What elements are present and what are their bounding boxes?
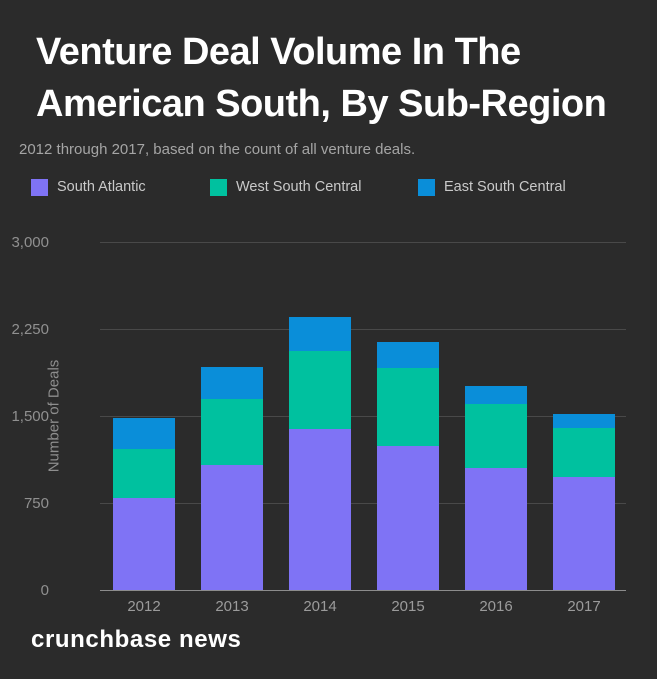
- crunchbase-news-logo: crunchbase news: [31, 626, 242, 653]
- x-tick-2013: 2013: [215, 598, 249, 615]
- bar-2015: [377, 341, 439, 590]
- chart-title-line-2: American South, By Sub-Region: [36, 83, 607, 125]
- bar-segment-2012-east-south-central[interactable]: [113, 418, 175, 450]
- legend-item-east-south-central: East South Central: [418, 177, 566, 197]
- legend-item-south-atlantic: South Atlantic: [31, 177, 146, 197]
- x-tick-2016: 2016: [479, 598, 513, 615]
- bar-2014: [289, 317, 351, 590]
- legend-swatch-icon: [418, 178, 435, 196]
- legend-item-west-south-central: West South Central: [210, 177, 361, 197]
- x-axis-line: [100, 590, 626, 591]
- y-tick-750: 750: [23, 495, 49, 512]
- legend-swatch-icon: [31, 178, 48, 196]
- chart-title: Venture Deal Volume In The American Sout…: [36, 26, 607, 130]
- bar-segment-2013-east-south-central[interactable]: [201, 366, 263, 400]
- gridline-3,000: [100, 242, 626, 243]
- bar-segment-2014-south-atlantic[interactable]: [289, 429, 351, 590]
- bar-segment-2017-east-south-central[interactable]: [553, 413, 615, 428]
- x-tick-2017: 2017: [567, 598, 601, 615]
- legend-label: West South Central: [236, 179, 362, 195]
- y-axis-title: Number of Deals: [45, 359, 63, 473]
- gridline-750: [100, 503, 626, 504]
- y-tick-3,000: 3,000: [11, 234, 49, 251]
- bar-segment-2016-south-atlantic[interactable]: [465, 467, 527, 590]
- bar-2016: [465, 385, 527, 590]
- bar-segment-2015-west-south-central[interactable]: [377, 368, 439, 446]
- x-tick-2012: 2012: [127, 598, 161, 615]
- legend-label: East South Central: [444, 179, 566, 195]
- bar-segment-2015-east-south-central[interactable]: [377, 341, 439, 369]
- bar-segment-2014-east-south-central[interactable]: [289, 317, 351, 352]
- bar-segment-2013-west-south-central[interactable]: [201, 399, 263, 466]
- bar-segment-2012-west-south-central[interactable]: [113, 449, 175, 498]
- plot-area: 3,000 2,250 1,500 750 0 Number of Deals 2012 20…: [11, 235, 626, 615]
- bar-segment-2016-east-south-central[interactable]: [465, 385, 527, 405]
- gridline-1,500: [100, 416, 626, 417]
- bar-2017: [553, 413, 615, 590]
- chart-title-line-1: Venture Deal Volume In The: [36, 31, 521, 73]
- y-tick-1,500: 1,500: [11, 408, 49, 425]
- legend-swatch-icon: [210, 178, 227, 196]
- bar-2013: [201, 366, 263, 590]
- bar-segment-2012-south-atlantic[interactable]: [113, 497, 175, 590]
- x-tick-2015: 2015: [391, 598, 425, 615]
- bar-segment-2017-south-atlantic[interactable]: [553, 477, 615, 590]
- bar-segment-2013-south-atlantic[interactable]: [201, 465, 263, 590]
- bar-segment-2014-west-south-central[interactable]: [289, 351, 351, 430]
- chart-subtitle: 2012 through 2017, based on the count of…: [19, 141, 416, 158]
- y-tick-0: 0: [40, 582, 49, 599]
- bar-segment-2015-south-atlantic[interactable]: [377, 445, 439, 590]
- legend: South Atlantic West South Central East Sou…: [0, 177, 657, 197]
- bar-segment-2016-west-south-central[interactable]: [465, 404, 527, 468]
- bar-segment-2017-west-south-central[interactable]: [553, 427, 615, 478]
- bar-2012: [113, 418, 175, 590]
- legend-label: South Atlantic: [57, 179, 146, 195]
- x-tick-2014: 2014: [303, 598, 337, 615]
- gridline-2,250: [100, 329, 626, 330]
- y-tick-2,250: 2,250: [11, 321, 49, 338]
